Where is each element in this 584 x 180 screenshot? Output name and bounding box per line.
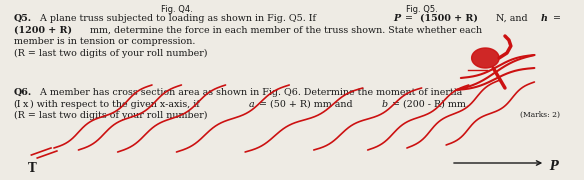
Text: (1500 + R): (1500 + R) [420,14,478,23]
Text: a: a [249,100,254,109]
Text: = (50 + R) mm and: = (50 + R) mm and [256,100,355,109]
Text: (I: (I [14,100,21,109]
Text: = (200 - R) mm.: = (200 - R) mm. [390,100,470,109]
Text: P: P [549,160,558,173]
Text: =: = [550,14,561,23]
Text: P: P [394,14,401,23]
Text: Fig. Q5.: Fig. Q5. [406,5,437,14]
Text: Q6.: Q6. [14,88,32,97]
Text: mm, determine the force in each member of the truss shown. State whether each: mm, determine the force in each member o… [87,26,482,35]
Text: (R = last two digits of your roll number): (R = last two digits of your roll number… [14,48,207,58]
Text: (Marks: 2): (Marks: 2) [520,111,559,119]
Text: b: b [382,100,388,109]
Polygon shape [472,48,499,68]
Text: member is in tension or compression.: member is in tension or compression. [14,37,195,46]
Text: x: x [23,100,29,109]
Text: (R = last two digits of your roll number): (R = last two digits of your roll number… [14,111,207,120]
Text: h: h [541,14,548,23]
Text: ) with respect to the given x-axis, if: ) with respect to the given x-axis, if [30,100,203,109]
Text: (1200 + R): (1200 + R) [14,26,72,35]
Text: Q5.: Q5. [14,14,32,23]
Text: Fig. Q4.: Fig. Q4. [161,5,192,14]
Text: =: = [402,14,416,23]
Text: A plane truss subjected to loading as shown in Fig. Q5. If: A plane truss subjected to loading as sh… [37,14,319,23]
Text: T: T [27,162,36,175]
Text: A member has cross section area as shown in Fig. Q6. Determine the moment of ine: A member has cross section area as shown… [37,88,462,97]
Text: N, and: N, and [493,14,531,23]
